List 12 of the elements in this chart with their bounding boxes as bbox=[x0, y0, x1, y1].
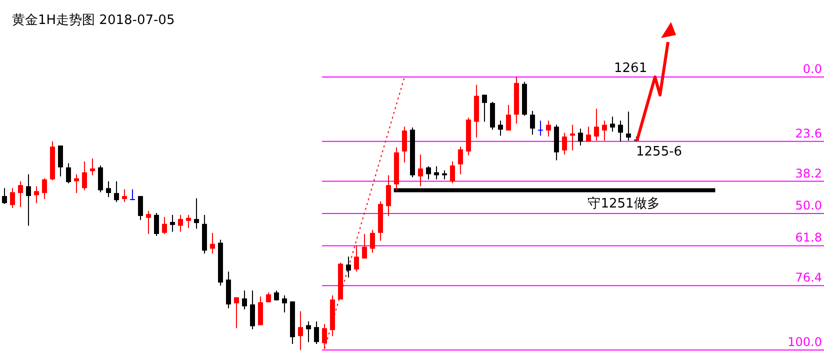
ref-line: 守1251做多 bbox=[394, 188, 716, 212]
annotation: 76.4 bbox=[795, 270, 822, 285]
annotation: 61.8 bbox=[795, 230, 822, 245]
annotation: 50.0 bbox=[795, 198, 822, 212]
ref-line-label: 守1251做多 bbox=[588, 196, 660, 212]
annotation: 23.6 bbox=[795, 126, 822, 140]
annotation: 100.0 bbox=[788, 335, 822, 349]
annotation: 1261 bbox=[614, 61, 648, 76]
annotation: 0.0 bbox=[802, 62, 822, 76]
annotation: 1255-6 bbox=[636, 144, 682, 160]
annotation: 38.2 bbox=[795, 166, 822, 180]
chart-title: 黄金1H走势图 2018-07-05 bbox=[12, 13, 175, 28]
